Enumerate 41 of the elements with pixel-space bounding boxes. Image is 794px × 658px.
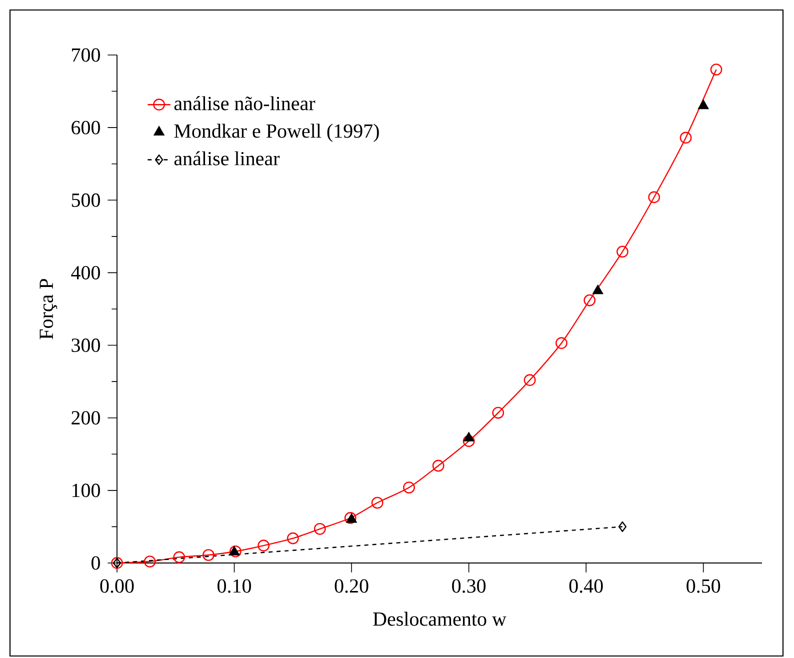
y-tick-label: 400: [71, 266, 100, 280]
point: [464, 432, 474, 442]
y-tick-label: 700: [72, 48, 100, 62]
y-axis-title: Força P: [40, 278, 58, 340]
y-tick-label: 500: [72, 193, 100, 207]
y-tick-label: 0: [91, 556, 100, 570]
point: [432, 460, 444, 472]
point: [286, 532, 299, 544]
legend-label: Mondkar e Powell (1997): [174, 124, 379, 142]
point: [403, 482, 415, 494]
point: [616, 246, 628, 258]
x-axis-title: Deslocamento w: [373, 612, 506, 626]
point: [680, 132, 692, 144]
point: [524, 374, 536, 386]
legend-label: análise não-linear: [174, 96, 316, 110]
x-tick-label: 0.10: [218, 579, 252, 593]
point: [584, 294, 596, 306]
point: [173, 551, 186, 564]
y-tick-label: 300: [72, 338, 100, 352]
point: [710, 64, 722, 76]
legend-label: análise linear: [174, 151, 280, 166]
y-tick-label: 100: [72, 484, 100, 498]
point: [314, 522, 326, 535]
y-tick-label: 200: [72, 411, 100, 425]
y-tick-label: 600: [72, 120, 100, 134]
point: [492, 406, 504, 419]
point: [144, 556, 156, 568]
point: [592, 284, 604, 294]
point: [371, 496, 384, 509]
point: [648, 191, 660, 204]
x-tick-label: 0.40: [569, 579, 603, 593]
x-tick-label: 0.00: [100, 579, 134, 593]
x-tick-label: 0.50: [686, 579, 720, 593]
point: [698, 100, 709, 110]
point: [618, 521, 627, 532]
point: [258, 540, 270, 552]
x-tick-label: 0.20: [334, 579, 368, 593]
point: [556, 337, 568, 350]
x-tick-label: 0.30: [452, 579, 486, 593]
point: [202, 549, 214, 561]
point: [462, 435, 475, 448]
